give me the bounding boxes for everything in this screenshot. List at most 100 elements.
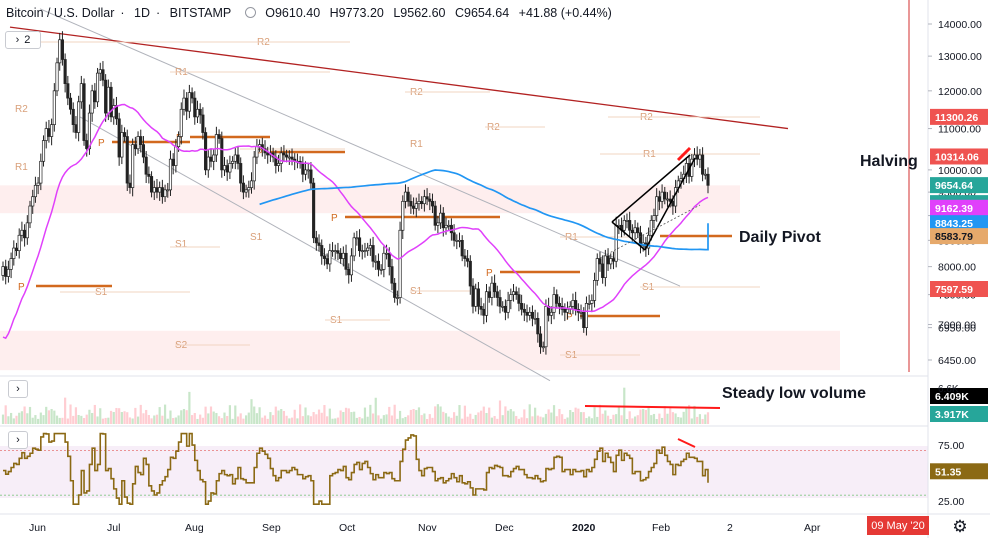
candle-body bbox=[209, 156, 213, 162]
volume-bar bbox=[153, 415, 156, 424]
volume-bar bbox=[420, 415, 423, 424]
candle-body bbox=[363, 250, 367, 253]
candle-body bbox=[444, 224, 448, 229]
candle-body bbox=[77, 101, 81, 133]
volume-bar bbox=[550, 412, 553, 424]
candle-body bbox=[106, 86, 110, 114]
candle-body bbox=[198, 108, 202, 116]
candle-body bbox=[236, 154, 240, 164]
volume-bar bbox=[579, 412, 583, 424]
candle-body bbox=[455, 239, 459, 242]
volume-bar bbox=[474, 414, 477, 424]
symbol-label[interactable]: Bitcoin / U.S. Dollar bbox=[6, 6, 115, 20]
volume-bar bbox=[612, 414, 615, 424]
volume-bar bbox=[282, 410, 286, 424]
volume-bar bbox=[458, 405, 461, 424]
candle-body bbox=[217, 134, 221, 139]
volume-bar bbox=[80, 415, 83, 424]
volume-bar bbox=[477, 412, 480, 424]
price-axis-label-bg bbox=[930, 228, 988, 245]
candle-body bbox=[55, 62, 59, 92]
legend-toggle-button[interactable]: › 2 bbox=[5, 31, 41, 49]
time-axis-tick: Dec bbox=[495, 522, 514, 534]
candle-body bbox=[366, 247, 370, 252]
candle-body bbox=[141, 144, 146, 158]
volume-bar bbox=[498, 400, 502, 424]
volume-bar bbox=[577, 408, 580, 424]
candle-body bbox=[25, 222, 29, 239]
price-axis-label-bg bbox=[930, 108, 988, 125]
candle-body bbox=[301, 163, 305, 175]
candle-body bbox=[544, 305, 548, 348]
volume-bar bbox=[542, 417, 545, 424]
candle-body bbox=[660, 191, 664, 202]
volume-bar bbox=[382, 415, 385, 424]
volume-bar bbox=[1, 414, 5, 424]
volume-bar bbox=[677, 417, 680, 424]
candle-body bbox=[330, 250, 335, 253]
price-axis-tick: 8000.00 bbox=[938, 262, 976, 274]
candle-body bbox=[595, 258, 599, 281]
gear-icon[interactable]: ⚙ bbox=[952, 517, 968, 536]
volume-bar bbox=[660, 417, 664, 424]
candle-body bbox=[525, 311, 529, 316]
price-axis-label: 9162.39 bbox=[930, 199, 988, 216]
candle-body bbox=[255, 146, 259, 158]
volume-bar bbox=[15, 415, 18, 424]
volume-bar bbox=[525, 418, 529, 424]
volume-bar bbox=[196, 418, 199, 424]
price-axis-label-bg bbox=[930, 281, 988, 298]
candle-body bbox=[428, 198, 432, 202]
candle-body bbox=[449, 224, 453, 234]
candle-body bbox=[447, 224, 451, 227]
channel-lower bbox=[79, 116, 551, 382]
candle-body bbox=[314, 237, 318, 244]
rsi-pane-toggle-button[interactable]: › bbox=[8, 431, 28, 449]
candle-body bbox=[590, 300, 594, 304]
support-zone bbox=[0, 330, 840, 371]
candle-body bbox=[166, 189, 170, 192]
candle-body bbox=[385, 252, 389, 255]
volume-bar bbox=[301, 416, 304, 424]
descending-trendline bbox=[9, 26, 789, 130]
volume-pane-toggle-button[interactable]: › bbox=[8, 380, 28, 398]
ohlc-open: O9610.40 bbox=[265, 6, 321, 20]
candle-body bbox=[463, 255, 467, 259]
candle-body bbox=[601, 263, 605, 278]
candle-body bbox=[633, 227, 637, 234]
volume-bar bbox=[82, 418, 86, 424]
volume-bar bbox=[355, 417, 358, 424]
candle-body bbox=[147, 173, 151, 177]
ohlc-low: L9562.60 bbox=[393, 6, 446, 20]
volume-bar bbox=[39, 412, 42, 424]
candle-body bbox=[47, 128, 51, 137]
resistance-zone bbox=[0, 185, 740, 214]
candle-body bbox=[549, 311, 553, 316]
volume-bar bbox=[207, 413, 210, 424]
volume-bar bbox=[12, 418, 15, 424]
volume-bar bbox=[650, 415, 653, 424]
candle-body bbox=[336, 250, 340, 254]
candle-body bbox=[117, 118, 121, 158]
volume-bar bbox=[328, 408, 331, 424]
volume-axis-label-text: 3.917K bbox=[935, 409, 969, 421]
volume-axis-label-bg bbox=[930, 406, 988, 422]
volume-bar bbox=[285, 415, 288, 424]
candle-body bbox=[412, 205, 416, 209]
candle-body bbox=[131, 144, 135, 188]
candle-body bbox=[158, 187, 162, 193]
wedge-left bbox=[611, 221, 646, 251]
volume-bar bbox=[215, 412, 218, 424]
price-axis-tick: 6450.00 bbox=[938, 355, 976, 367]
candle-body bbox=[414, 203, 418, 209]
candle-body bbox=[266, 152, 270, 156]
ohlc-change: +41.88 (+0.44%) bbox=[518, 6, 612, 20]
volume-bar bbox=[482, 406, 485, 424]
ohlc-close: C9654.64 bbox=[454, 6, 510, 20]
candle-body bbox=[436, 222, 440, 226]
interval-label[interactable]: 1D bbox=[134, 6, 151, 20]
volume-bar bbox=[561, 414, 564, 424]
volume-bar bbox=[245, 415, 248, 424]
volume-bar bbox=[633, 416, 637, 424]
price-axis-label-text: 11300.26 bbox=[935, 112, 978, 124]
